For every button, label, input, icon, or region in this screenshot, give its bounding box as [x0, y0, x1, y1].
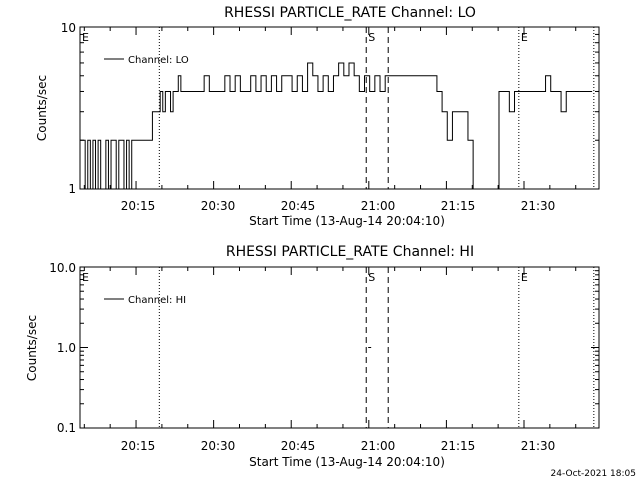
legend-label: Channel: LO — [128, 55, 189, 66]
chart-title: RHESSI PARTICLE_RATE Channel: LO — [224, 5, 476, 21]
x-tick-label: 21:15 — [441, 199, 476, 213]
y-tick-label: 1 — [68, 182, 76, 196]
chart-panel-hi: RHESSI PARTICLE_RATE Channel: HI E S E 10.… — [25, 244, 600, 469]
x-tick-label: 21:15 — [441, 439, 476, 453]
x-tick-label: 21:30 — [521, 439, 556, 453]
y-tick-label: 10.0 — [49, 261, 76, 275]
date-stamp: 24-Oct-2021 18:05 — [551, 469, 636, 479]
y-tick-label: 10 — [61, 21, 76, 35]
event-marker-label: S — [368, 271, 375, 284]
x-tick-label: 21:00 — [361, 199, 396, 213]
event-marker-label: E — [521, 271, 528, 284]
y-tick-label: 0.1 — [57, 421, 76, 435]
x-tick-label: 21:00 — [361, 439, 396, 453]
y-axis-label: Counts/sec — [35, 75, 49, 141]
chart-title: RHESSI PARTICLE_RATE Channel: HI — [226, 244, 474, 260]
legend: Channel: LO — [104, 55, 189, 66]
x-tick-label: 20:45 — [281, 439, 316, 453]
event-marker-label: S — [368, 31, 375, 44]
y-tick-label: 1.0 — [57, 341, 76, 355]
x-axis-label: Start Time (13-Aug-14 20:04:10) — [249, 455, 445, 469]
legend: Channel: HI — [104, 295, 186, 306]
plot-frame — [79, 26, 600, 190]
x-tick-label: 20:15 — [121, 199, 156, 213]
event-marker-label: E — [521, 31, 528, 44]
event-marker-label: E — [82, 271, 89, 284]
plot-frame — [79, 266, 600, 429]
legend-label: Channel: HI — [128, 295, 186, 306]
x-tick-label: 20:30 — [201, 439, 236, 453]
x-tick-label: 20:15 — [121, 439, 156, 453]
y-axis-label: Counts/sec — [25, 315, 39, 381]
x-tick-label: 20:30 — [201, 199, 236, 213]
event-marker-label: E — [82, 31, 89, 44]
x-tick-label: 20:45 — [281, 199, 316, 213]
series-line — [80, 62, 593, 190]
x-axis-label: Start Time (13-Aug-14 20:04:10) — [249, 214, 445, 228]
x-tick-label: 21:30 — [521, 199, 556, 213]
